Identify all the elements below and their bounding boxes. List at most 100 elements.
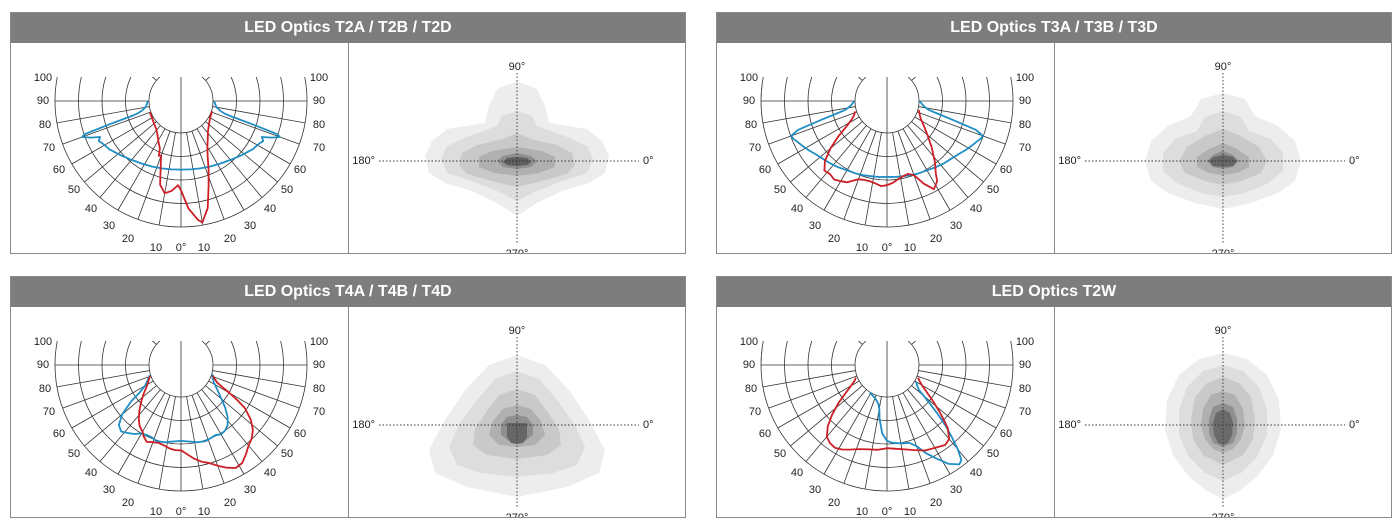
tick-label-right: 80 — [1019, 119, 1031, 131]
blue-distribution-curve — [869, 381, 963, 466]
grid-spoke — [212, 106, 306, 124]
tick-label-left: 40 — [791, 467, 803, 479]
grid-spoke — [212, 370, 306, 388]
grid-spoke-upper — [911, 77, 917, 81]
tick-label-bottom-right: 60 — [294, 164, 306, 176]
tick-label-right: 100 — [310, 72, 328, 84]
tick-label-right: 80 — [1019, 383, 1031, 395]
tick-label-left: 50 — [68, 448, 80, 460]
tick-label-left: 90 — [743, 95, 755, 107]
grid-spoke — [762, 106, 856, 124]
grid-spoke — [56, 370, 150, 388]
grid-spoke-upper — [908, 43, 968, 76]
tick-label-bottom-right: 60 — [1000, 164, 1012, 176]
grid-spoke-upper — [151, 77, 157, 81]
grid-spoke-upper — [202, 43, 262, 76]
polar-diagram: 1009080706050403020101009080706050403020… — [740, 43, 1034, 253]
tick-label-left: 60 — [759, 428, 771, 440]
tick-label-zero: 0° — [882, 242, 893, 253]
grid-spoke — [911, 121, 984, 183]
tick-label-zero: 0° — [176, 242, 187, 253]
panel-title: LED Optics T3A / T3B / T3D — [717, 13, 1391, 43]
tick-label-left: 90 — [37, 359, 49, 371]
grid-spoke-upper — [824, 43, 871, 73]
grid-spoke-upper — [844, 43, 876, 71]
grid-spoke — [205, 121, 278, 183]
panel-t3: LED Optics T3A / T3B / T3D 100 90 80 70 60 50… — [716, 12, 1392, 254]
grid-spoke — [892, 132, 910, 226]
tick-label-bottom-right: 10 — [904, 506, 916, 517]
tick-label-left: 90 — [743, 359, 755, 371]
grid-spoke-upper — [908, 307, 968, 340]
iso-lux-diagram: 90° 270° 180° 0° — [1058, 325, 1360, 517]
panel-body: 100 90 80 70 60 50 40 30 20 10 100 90 80 70 60 50 40 30 20… — [717, 43, 1391, 253]
tick-label-right: 90 — [1019, 359, 1031, 371]
grid-spoke — [914, 116, 997, 165]
grid-spoke — [897, 394, 931, 484]
grid-spoke-upper — [118, 43, 165, 73]
axis-label-left: 180° — [352, 419, 375, 431]
tick-label-left: 100 — [740, 72, 758, 84]
axis-label-left: 180° — [1058, 155, 1081, 167]
tick-label-left: 50 — [774, 184, 786, 196]
blue-distribution-curve — [118, 373, 229, 444]
tick-label-bottom-right: 20 — [930, 233, 942, 245]
tick-label-right: 100 — [1016, 336, 1034, 348]
tick-label-left: 60 — [759, 164, 771, 176]
axis-label-top: 90° — [509, 325, 526, 337]
grid-spoke-upper — [898, 307, 930, 335]
grid-spoke-upper — [824, 307, 871, 337]
tick-label-left: 40 — [791, 203, 803, 215]
tick-label-zero: 0° — [882, 506, 893, 517]
axis-label-right: 0° — [1349, 155, 1360, 167]
tick-label-bottom-right: 30 — [244, 220, 256, 232]
grid-spoke-upper — [857, 341, 863, 345]
tick-label-right: 80 — [313, 383, 325, 395]
grid-spoke-upper — [100, 307, 160, 340]
tick-label-bottom-right: 50 — [281, 448, 293, 460]
tick-label-bottom-right: 10 — [198, 506, 210, 517]
tick-label-right: 70 — [1019, 406, 1031, 418]
grid-spoke — [762, 370, 856, 388]
grid-spoke — [208, 380, 291, 429]
axis-label-bottom: 270° — [1212, 512, 1235, 517]
grid-spoke — [918, 106, 1012, 124]
grid-spoke — [777, 116, 860, 165]
grid-spoke-upper — [806, 43, 866, 76]
grid-spoke — [210, 375, 300, 409]
tick-label-zero: 0° — [176, 506, 187, 517]
red-distribution-curve — [137, 374, 254, 469]
grid-spoke — [62, 111, 152, 145]
axis-label-bottom: 270° — [506, 248, 529, 253]
panel-body: 100 90 80 70 60 50 40 30 20 10 100 90 80 70 60 50 40 30 20… — [717, 307, 1391, 517]
iso-lux-diagram: 90° 270° 180° 0° — [352, 325, 654, 517]
tick-label-right: 90 — [313, 359, 325, 371]
panel-t4: LED Optics T4A / T4B / T4D 100 90 80 70 60 50… — [10, 276, 686, 518]
axis-label-top: 90° — [509, 61, 526, 73]
grid-spoke-upper — [202, 307, 262, 340]
iso-lux-diagram: 90° 270° 180° 0° — [352, 61, 653, 253]
axis-label-right: 0° — [643, 419, 654, 431]
tick-label-right: 80 — [313, 119, 325, 131]
tick-label-right: 100 — [310, 336, 328, 348]
tick-label-left: 70 — [749, 406, 761, 418]
iso-contours — [425, 81, 609, 216]
iso-lux-diagram: 90° 270° 180° 0° — [1058, 61, 1360, 253]
grid-spoke — [864, 132, 882, 226]
tick-label-left: 30 — [103, 220, 115, 232]
axis-label-right: 0° — [1349, 419, 1360, 431]
tick-label-bottom-right: 60 — [294, 428, 306, 440]
tick-label-left: 100 — [34, 72, 52, 84]
tick-label-left: 90 — [37, 95, 49, 107]
grid-spoke-upper — [138, 43, 170, 71]
tick-label-left: 10 — [150, 506, 162, 517]
axis-label-top: 90° — [1215, 325, 1232, 337]
divider — [348, 307, 349, 517]
grid-spoke-upper — [806, 307, 866, 340]
tick-label-left: 10 — [150, 242, 162, 253]
polar-grid — [54, 307, 308, 492]
iso-contour — [1213, 409, 1233, 445]
tick-label-left: 80 — [39, 119, 51, 131]
grid-spoke — [56, 106, 150, 124]
axis-label-left: 180° — [1058, 419, 1081, 431]
